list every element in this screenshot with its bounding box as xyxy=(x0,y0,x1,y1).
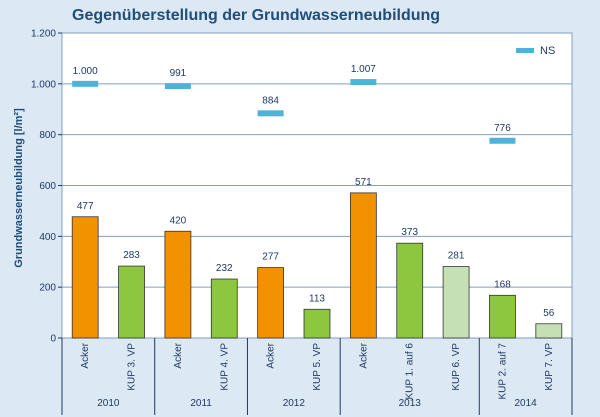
bar xyxy=(349,192,377,339)
ns-marker-label: 991 xyxy=(170,68,187,79)
y-tick-label: 600 xyxy=(39,181,56,192)
bar xyxy=(489,294,516,339)
x-group-label: 2011 xyxy=(190,398,212,409)
legend: NS xyxy=(516,45,555,57)
x-category-label: KUP 2. auf 7 xyxy=(497,343,508,400)
bar-value-label: 281 xyxy=(448,251,465,262)
x-group-label: 2012 xyxy=(283,398,306,409)
bar xyxy=(71,216,99,339)
y-tick-labels: 0 200 400 600 800 1.000 1.200 xyxy=(31,29,56,345)
y-tick-label: 1.000 xyxy=(31,79,56,90)
ns-marker xyxy=(350,79,377,86)
y-tick-label: 400 xyxy=(39,232,56,243)
y-tick-label: 0 xyxy=(50,334,56,345)
bar-value-label: 477 xyxy=(77,201,94,212)
x-group-label: 2013 xyxy=(399,398,422,409)
y-axis-label: Grundwasserneubildung [l/m²] xyxy=(13,108,25,268)
ns-marker xyxy=(257,110,284,117)
bar xyxy=(303,308,331,339)
y-tick-label: 800 xyxy=(39,130,56,141)
legend-swatch-ns xyxy=(516,48,534,53)
ns-marker-label: 776 xyxy=(494,123,511,134)
bar-value-label: 113 xyxy=(309,293,325,304)
legend-label-ns: NS xyxy=(540,45,555,57)
bar-value-label: 420 xyxy=(170,215,187,226)
x-category-label: Acker xyxy=(173,342,184,368)
bar-value-label: 232 xyxy=(216,263,233,274)
x-category-label: KUP 3. VP xyxy=(127,343,138,391)
value-labels: 477 283 420 232 277 113 571 373 281 168 56 xyxy=(77,177,555,319)
bar-value-label: 283 xyxy=(123,250,140,261)
chart-title: Gegenüberstellung der Grundwasserneubild… xyxy=(72,7,440,24)
y-tick-label: 1.200 xyxy=(31,29,56,40)
ns-marker xyxy=(164,83,191,90)
bar-value-label: 571 xyxy=(355,177,372,188)
bar xyxy=(118,265,145,339)
x-group-label: 2010 xyxy=(97,398,120,409)
x-category-label: Acker xyxy=(266,342,277,368)
ns-marker-label: 884 xyxy=(262,95,279,106)
x-category-label: KUP 5. VP xyxy=(312,343,323,391)
bar xyxy=(535,323,563,339)
x-category-label: KUP 4. VP xyxy=(219,343,230,391)
ns-marker-label: 1.007 xyxy=(351,64,376,75)
gridlines xyxy=(58,32,573,339)
x-category-label: KUP 7. VP xyxy=(544,343,555,391)
x-category-label: KUP 1. auf 6 xyxy=(405,343,416,400)
bar-value-label: 373 xyxy=(401,227,418,238)
x-category-label: KUP 6. VP xyxy=(451,343,462,391)
bar xyxy=(164,230,192,339)
x-category-label: Acker xyxy=(80,342,91,368)
ns-marker xyxy=(489,137,516,144)
ns-markers: 1.000 991 884 1.007 776 xyxy=(72,64,516,144)
bar xyxy=(442,266,470,339)
x-axis: Acker KUP 3. VP Acker KUP 4. VP Acker KUP 5. … xyxy=(61,338,573,415)
bar-value-label: 56 xyxy=(543,308,555,319)
bar-value-label: 168 xyxy=(494,279,511,290)
ns-marker xyxy=(72,80,99,87)
bars xyxy=(71,192,563,339)
y-tick-label: 200 xyxy=(39,283,56,294)
ns-marker-label: 1.000 xyxy=(73,66,98,77)
bar-value-label: 277 xyxy=(262,252,279,263)
x-group-label: 2014 xyxy=(515,398,538,409)
bar xyxy=(257,267,285,339)
x-category-label: Acker xyxy=(358,342,369,368)
bar xyxy=(396,242,424,339)
bar xyxy=(210,278,238,339)
